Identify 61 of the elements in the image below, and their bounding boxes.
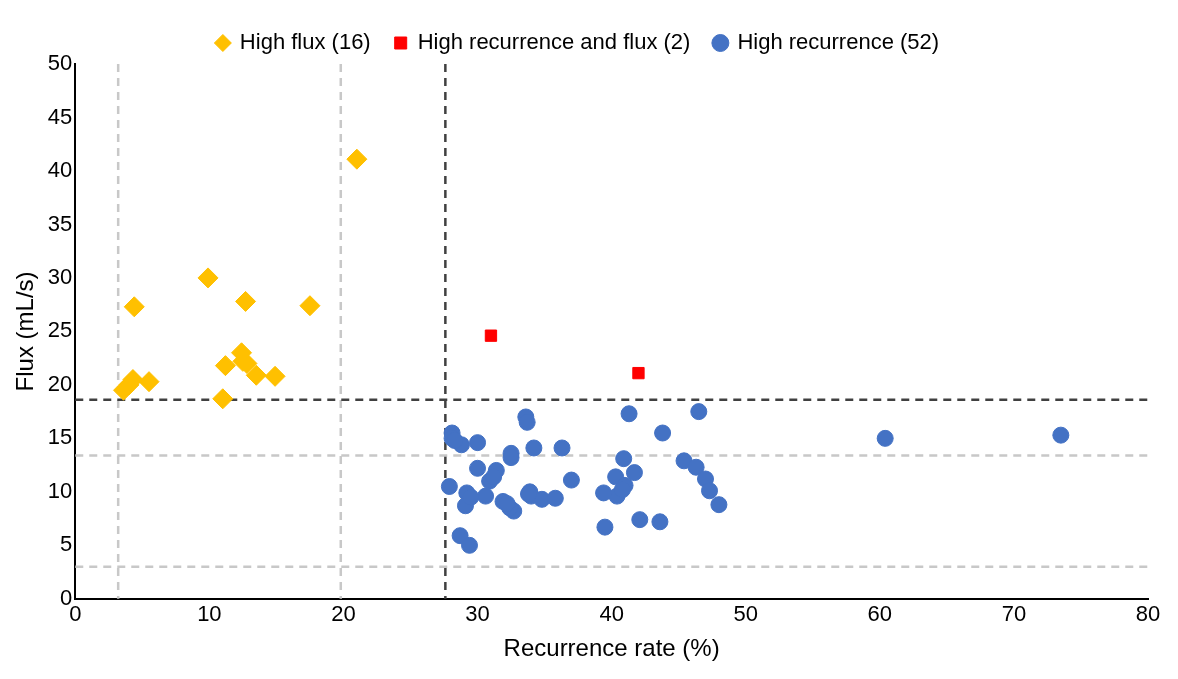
point bbox=[469, 459, 487, 477]
point bbox=[525, 439, 543, 457]
point bbox=[477, 487, 495, 505]
point bbox=[469, 434, 487, 452]
point bbox=[245, 364, 267, 386]
x-tick-label: 20 bbox=[331, 601, 356, 627]
point bbox=[595, 484, 613, 502]
x-tick-label: 80 bbox=[1135, 601, 1161, 627]
legend-label: High flux (16) bbox=[239, 29, 371, 55]
point bbox=[620, 405, 638, 423]
point bbox=[632, 366, 645, 380]
point bbox=[1052, 426, 1070, 444]
y-tick-label: 25 bbox=[47, 317, 73, 343]
legend-label: High recurrence (52) bbox=[737, 29, 940, 55]
y-tick-label: 30 bbox=[47, 263, 73, 289]
point bbox=[546, 489, 564, 507]
point bbox=[485, 468, 503, 486]
point bbox=[299, 295, 321, 317]
point bbox=[615, 450, 633, 468]
point bbox=[710, 496, 728, 514]
y-tick-label: 15 bbox=[47, 424, 73, 450]
y-axis-title: Flux (mL/s) bbox=[11, 271, 39, 392]
x-tick-label: 10 bbox=[197, 601, 222, 627]
x-tick-label: 30 bbox=[465, 601, 490, 627]
point bbox=[440, 477, 458, 495]
point bbox=[214, 355, 236, 377]
y-tick-label: 35 bbox=[47, 210, 73, 236]
y-tick-label: 10 bbox=[47, 477, 73, 503]
x-tick-label: 60 bbox=[867, 601, 893, 627]
point bbox=[138, 371, 160, 393]
point bbox=[553, 439, 571, 457]
point bbox=[690, 403, 708, 421]
point bbox=[631, 511, 649, 529]
point bbox=[235, 290, 257, 312]
point bbox=[654, 424, 672, 442]
point bbox=[264, 365, 286, 387]
point bbox=[675, 452, 693, 470]
y-tick-label: 5 bbox=[60, 531, 73, 557]
point bbox=[346, 148, 368, 170]
point bbox=[461, 536, 478, 554]
point bbox=[687, 458, 705, 476]
point bbox=[197, 267, 219, 289]
point bbox=[484, 329, 498, 342]
point bbox=[212, 388, 234, 410]
y-tick-label: 50 bbox=[47, 50, 73, 76]
point bbox=[651, 513, 669, 531]
legend-label: High recurrence and flux (2) bbox=[417, 29, 691, 55]
y-tick-label: 40 bbox=[47, 157, 73, 183]
point bbox=[701, 482, 719, 500]
point bbox=[562, 471, 580, 489]
y-tick-label: 20 bbox=[47, 370, 73, 396]
point bbox=[123, 296, 145, 318]
point bbox=[596, 518, 614, 536]
x-tick-label: 70 bbox=[1001, 601, 1027, 627]
x-tick-label: 40 bbox=[599, 601, 624, 627]
x-axis-title: Recurrence rate (%) bbox=[503, 634, 720, 662]
point bbox=[625, 464, 643, 482]
point bbox=[876, 429, 894, 447]
x-tick-label: 50 bbox=[733, 601, 758, 627]
y-tick-label: 45 bbox=[47, 103, 73, 129]
point bbox=[498, 495, 516, 513]
